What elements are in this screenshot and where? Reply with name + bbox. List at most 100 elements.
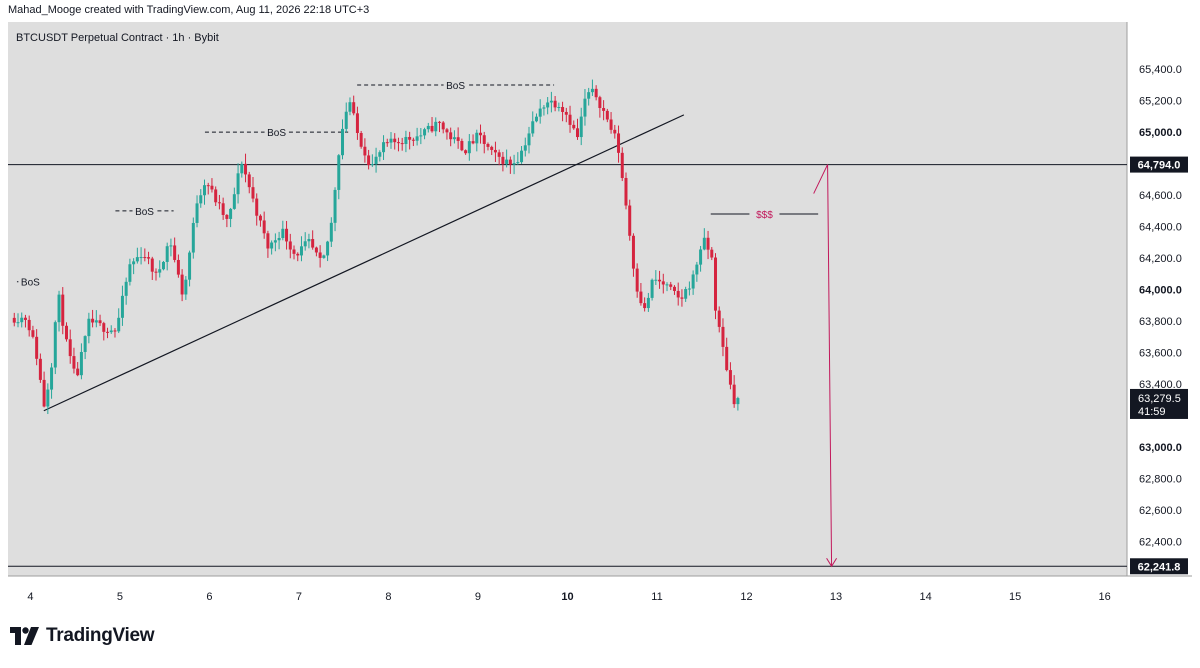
candle-body xyxy=(184,279,188,295)
candle-body xyxy=(326,241,330,256)
candle-body xyxy=(430,125,434,132)
x-tick-label: 13 xyxy=(830,591,842,603)
candle-body xyxy=(72,356,76,369)
brand-footer: TradingView xyxy=(10,625,155,647)
candle-body xyxy=(643,303,647,309)
candle-body xyxy=(132,261,136,265)
candle-body xyxy=(527,133,531,146)
candle-body xyxy=(639,291,643,304)
y-tick-label: 62,600.0 xyxy=(1139,505,1182,517)
candle-body xyxy=(64,325,68,340)
candle-body xyxy=(158,269,162,273)
candle-body xyxy=(699,249,703,265)
candle-body xyxy=(35,336,39,359)
candle-body xyxy=(475,132,479,144)
projection-arrow xyxy=(813,164,833,567)
candle-body xyxy=(161,261,165,270)
candle-body xyxy=(150,258,154,272)
candle-body xyxy=(232,194,236,209)
candle-body xyxy=(594,88,598,98)
candle-body xyxy=(464,150,468,154)
candle-body xyxy=(359,132,363,147)
candle-body xyxy=(437,121,441,123)
candle-body xyxy=(650,279,654,298)
candle-body xyxy=(531,121,535,134)
candle-body xyxy=(482,135,486,144)
candle-body xyxy=(16,322,20,324)
candle-body xyxy=(501,156,505,164)
candle-body xyxy=(613,129,617,134)
candle-body xyxy=(411,139,415,141)
candle-body xyxy=(31,330,35,337)
candle-body xyxy=(329,222,333,242)
candle-body xyxy=(143,257,147,259)
candle-body xyxy=(579,116,583,138)
candle-body xyxy=(658,279,662,282)
brand-name: TradingView xyxy=(46,625,155,646)
bos-label: BoS xyxy=(446,81,465,92)
candle-body xyxy=(516,162,520,164)
candle-body xyxy=(348,102,352,112)
candle-body xyxy=(598,97,602,109)
candle-body xyxy=(486,143,490,147)
candle-body xyxy=(318,252,322,258)
bos-label: BoS xyxy=(267,128,286,139)
candle-body xyxy=(292,249,296,254)
candle-body xyxy=(68,339,72,357)
y-tick-label: 65,400.0 xyxy=(1139,64,1182,76)
candle-body xyxy=(628,205,632,236)
candle-body xyxy=(214,189,218,203)
price-axis xyxy=(1127,22,1192,576)
candle-body xyxy=(534,116,538,122)
candle-body xyxy=(42,379,46,407)
candle-body xyxy=(452,137,456,140)
candle-body xyxy=(258,215,262,221)
candle-body xyxy=(710,249,714,258)
candle-body xyxy=(602,108,606,111)
candle-body xyxy=(191,222,195,253)
candle-body xyxy=(557,107,561,109)
candle-body xyxy=(322,255,326,258)
y-tick-label: 64,200.0 xyxy=(1139,253,1182,265)
candle-body xyxy=(549,100,553,103)
candle-body xyxy=(617,133,621,153)
candle-body xyxy=(434,121,438,132)
candle-body xyxy=(672,286,676,291)
candle-body xyxy=(736,398,740,405)
candle-body xyxy=(128,264,132,282)
candle-body xyxy=(91,318,95,323)
candle-body xyxy=(344,111,348,129)
candle-body xyxy=(523,145,527,151)
candle-body xyxy=(210,185,214,190)
candle-body xyxy=(676,290,680,298)
candle-body xyxy=(680,297,684,299)
countdown-label: 41:59 xyxy=(1138,406,1166,418)
candle-body xyxy=(296,253,300,256)
candle-body xyxy=(176,259,180,275)
candle-body xyxy=(173,245,177,260)
candle-body xyxy=(199,195,203,204)
price-line-label-bg xyxy=(1130,558,1188,575)
candle-body xyxy=(714,257,718,311)
candle-body xyxy=(441,122,445,130)
candle-body xyxy=(609,119,613,130)
candle-body xyxy=(561,107,565,112)
candle-body xyxy=(378,152,382,157)
candle-body xyxy=(266,233,270,249)
y-tick-label: 62,800.0 xyxy=(1139,473,1182,485)
candle-body xyxy=(337,155,341,190)
candle-body xyxy=(419,135,423,137)
candle-body xyxy=(83,336,87,352)
candle-body xyxy=(415,136,419,141)
candle-body xyxy=(106,331,110,333)
candle-body xyxy=(572,124,576,129)
candle-body xyxy=(165,246,169,262)
bos-label-bg xyxy=(264,125,289,140)
candle-body xyxy=(505,159,509,164)
x-tick-label: 4 xyxy=(27,591,33,603)
candle-body xyxy=(520,150,524,163)
candle-body xyxy=(721,326,725,347)
candle-body xyxy=(135,257,139,262)
